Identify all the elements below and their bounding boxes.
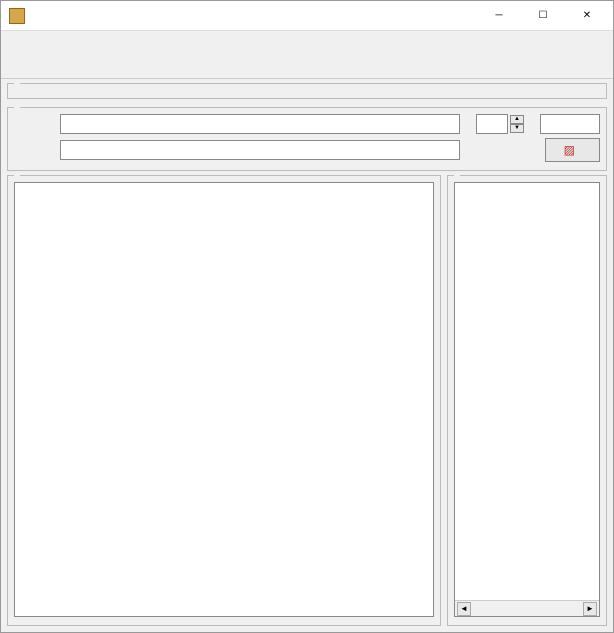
scroll-right-icon[interactable]: ►: [583, 602, 597, 616]
xmax-input[interactable]: [60, 140, 460, 160]
chart-area: [14, 182, 434, 617]
graphic-result-fieldset: [7, 175, 441, 626]
maximize-button[interactable]: ☐: [521, 2, 565, 30]
plot-chart-icon: ▨: [564, 143, 575, 157]
close-button[interactable]: ✕: [565, 2, 609, 30]
app-icon: [9, 8, 25, 24]
toolbar: [1, 51, 613, 79]
graphs-spin-down[interactable]: ▼: [510, 124, 524, 133]
formulas-fieldset: [7, 83, 607, 99]
plotrange-fieldset: ▲ ▼ ▨: [7, 107, 607, 171]
menubar: [1, 31, 613, 51]
text-hscroll[interactable]: ◄ ►: [455, 600, 599, 616]
plot-button[interactable]: ▨: [545, 138, 600, 162]
scroll-left-icon[interactable]: ◄: [457, 602, 471, 616]
minimize-button[interactable]: ─: [477, 2, 521, 30]
graphs-spin-up[interactable]: ▲: [510, 115, 524, 124]
xmin-input[interactable]: [60, 114, 460, 134]
graphs-input[interactable]: [476, 114, 508, 134]
chart-title: [15, 185, 433, 191]
step-input[interactable]: [540, 114, 600, 134]
text-result-fieldset: ◄ ►: [447, 175, 607, 626]
